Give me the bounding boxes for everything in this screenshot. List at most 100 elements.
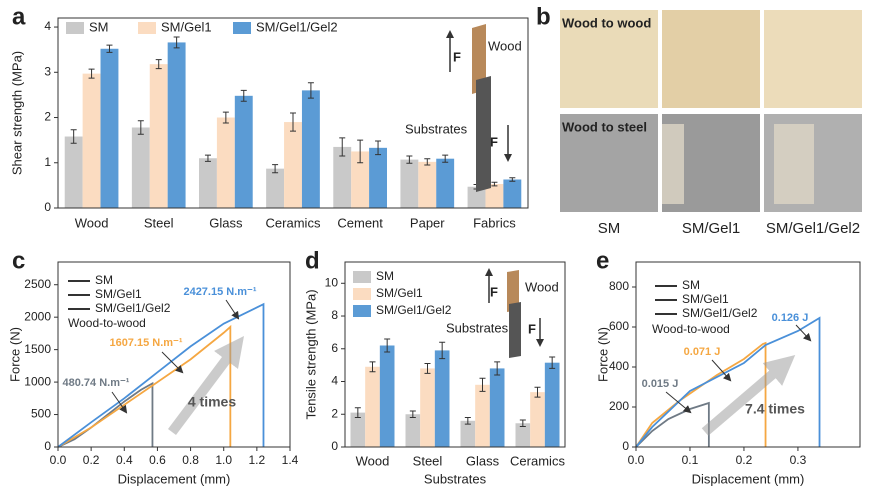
bar <box>199 158 217 208</box>
sample-photo-patch <box>662 124 684 204</box>
error-bar <box>439 341 446 360</box>
bar <box>405 414 421 447</box>
sample-photo <box>662 10 760 108</box>
legend-swatch <box>138 22 156 34</box>
y-axis-title: Shear strength (MPa) <box>9 51 24 175</box>
panel-label: a <box>12 3 26 30</box>
annotation: F <box>490 134 498 149</box>
panel-label: b <box>536 3 551 30</box>
error-bar <box>464 417 471 425</box>
x-tick-label: 0.2 <box>83 453 100 467</box>
x-axis-title: Displacement (mm) <box>118 471 231 486</box>
error-bar <box>406 155 413 164</box>
error-bar <box>354 407 361 419</box>
error-bar <box>357 139 364 164</box>
x-tick-label: Ceramics <box>266 215 321 230</box>
column-label: SM <box>598 220 621 237</box>
legend-label: SM/Gel1 <box>161 19 212 34</box>
bar <box>234 95 253 208</box>
error-bar <box>519 419 526 428</box>
bar <box>475 384 490 447</box>
bar <box>333 146 352 208</box>
x-tick-label: Wood <box>356 453 390 468</box>
column-label: SM/Gel1 <box>682 220 740 237</box>
legend-label: SM/Gel1 <box>95 287 142 301</box>
annotation: F <box>490 284 498 299</box>
plot-frame <box>57 261 291 448</box>
annotation: Wood-to-wood <box>68 316 146 330</box>
bar <box>365 366 380 447</box>
legend-swatch <box>353 271 371 283</box>
annotation: 480.74 N.m⁻¹ <box>63 377 130 389</box>
y-tick-label: 2 <box>44 110 51 124</box>
line <box>635 401 710 448</box>
pointer <box>225 299 240 320</box>
x-tick-label: 0.0 <box>50 453 67 467</box>
column-label: SM/Gel1/Gel2 <box>766 220 860 237</box>
bar <box>379 345 395 447</box>
bar <box>266 168 285 208</box>
legend-label: SM <box>376 269 394 283</box>
line <box>57 381 154 448</box>
legend-label: SM/Gel1/Gel2 <box>682 306 758 320</box>
plot-frame <box>635 261 861 448</box>
x-tick-label: 1.0 <box>215 453 232 467</box>
x-tick-label: 1.4 <box>282 453 299 467</box>
error-bar <box>290 112 296 132</box>
y-tick-label: 1 <box>44 155 51 169</box>
bar <box>544 362 560 447</box>
y-tick-label: 10 <box>325 275 339 289</box>
bar <box>149 64 168 209</box>
y-axis-title: Tensile strength (MPa) <box>303 289 318 419</box>
row-label: Wood to steel <box>562 119 647 134</box>
bar <box>216 117 235 208</box>
bar <box>489 368 505 447</box>
error-bar <box>509 177 516 182</box>
x-tick-label: Glass <box>209 215 243 230</box>
y-tick-label: 2000 <box>24 309 51 323</box>
error-bar <box>70 129 77 144</box>
error-bar <box>384 338 391 353</box>
y-tick-label: 0 <box>331 439 338 453</box>
error-bar <box>307 82 314 99</box>
x-tick-label: 0.3 <box>790 453 807 467</box>
legend-swatch <box>353 288 371 300</box>
panel-label: d <box>305 247 320 274</box>
error-bar <box>369 361 376 373</box>
error-bar <box>534 386 541 398</box>
line <box>635 341 767 448</box>
error-bar <box>479 377 486 392</box>
bar <box>167 42 186 208</box>
y-tick-label: 8 <box>331 308 338 322</box>
bar <box>131 127 150 208</box>
error-bar <box>409 410 416 419</box>
substrate-sample <box>476 76 491 192</box>
pointer <box>665 391 692 414</box>
bar <box>350 412 366 447</box>
annotation: 7.4 times <box>745 401 805 417</box>
bar <box>418 161 437 208</box>
annotation: 2427.15 N.m⁻¹ <box>183 286 256 298</box>
error-bar <box>222 111 229 124</box>
x-tick-label: Ceramics <box>510 453 565 468</box>
legend-label: SM/Gel1/Gel2 <box>256 19 338 34</box>
y-tick-label: 2 <box>331 406 338 420</box>
pointer <box>111 391 128 414</box>
y-tick-label: 4 <box>331 374 338 388</box>
error-bar <box>272 164 279 174</box>
bar <box>284 122 302 208</box>
x-tick-label: 0.0 <box>628 453 645 467</box>
x-tick-label: 1.2 <box>249 453 266 467</box>
y-tick-label: 3 <box>44 64 51 78</box>
annotation: Substrates <box>405 121 468 136</box>
error-bar <box>491 181 498 187</box>
bar <box>503 179 522 208</box>
bar <box>436 158 455 208</box>
bar <box>467 186 486 208</box>
plot-frame <box>344 261 566 448</box>
error-bar <box>549 356 556 369</box>
x-axis-title: Substrates <box>424 471 487 486</box>
y-tick-label: 0 <box>44 200 51 214</box>
y-tick-label: 1000 <box>24 374 51 388</box>
annotation: Wood <box>488 38 522 53</box>
